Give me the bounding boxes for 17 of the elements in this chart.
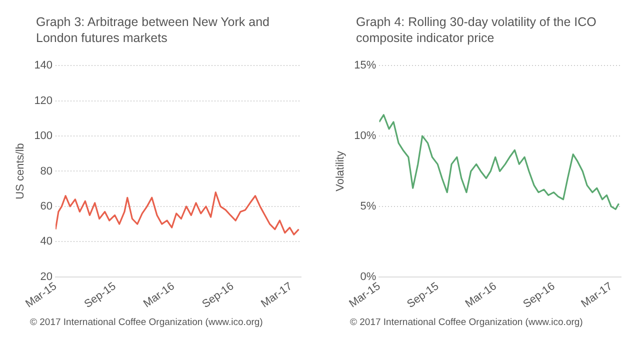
y-tick-label: 60 <box>40 200 53 212</box>
y-tick-label: 5% <box>360 200 376 212</box>
y-axis-title: Volatility <box>334 150 347 192</box>
y-tick-label: 80 <box>40 165 53 178</box>
y-axis-title: US cents/lb <box>14 143 27 200</box>
y-tick-label: 40 <box>40 236 53 248</box>
chart-title: Graph 4: Rolling 30-day volatility of the ICO composite indicator price <box>356 14 598 46</box>
chart-title: Graph 3: Arbitrage between New York and London futures markets <box>36 14 270 46</box>
y-tick-label: 120 <box>34 94 53 107</box>
y-tick-label: 140 <box>34 60 53 72</box>
y-tick-label: 100 <box>34 130 53 142</box>
y-tick-label: 15% <box>354 60 376 72</box>
text: © 2017 International Coffee Organization (www.ico.org) <box>30 317 263 328</box>
y-tick-label: 20 <box>40 270 53 283</box>
text: © 2017 International Coffee Organization (www.ico.org) <box>350 317 583 328</box>
y-tick-label: 0% <box>360 270 376 283</box>
y-tick-label: 10% <box>354 130 376 142</box>
